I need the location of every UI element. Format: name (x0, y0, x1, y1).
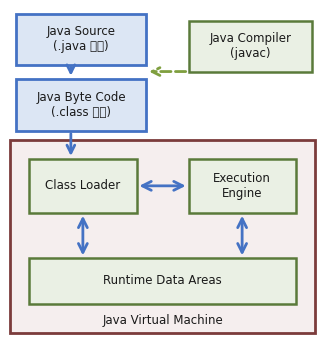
Bar (16, 14, 146, 65)
Bar (29, 159, 136, 213)
Bar (29, 258, 296, 304)
Text: Runtime Data Areas: Runtime Data Areas (103, 274, 222, 288)
Text: Java Source
(.java 파일): Java Source (.java 파일) (47, 25, 116, 53)
Bar (10, 140, 315, 333)
Text: Java Virtual Machine: Java Virtual Machine (102, 314, 223, 327)
Bar (188, 21, 312, 72)
Text: Class Loader: Class Loader (45, 179, 121, 192)
Text: Execution
Engine: Execution Engine (213, 172, 271, 200)
Text: Java Byte Code
(.class 파일): Java Byte Code (.class 파일) (36, 91, 126, 119)
Text: Java Compiler
(javac): Java Compiler (javac) (209, 32, 291, 60)
Bar (188, 159, 296, 213)
Bar (16, 79, 146, 131)
